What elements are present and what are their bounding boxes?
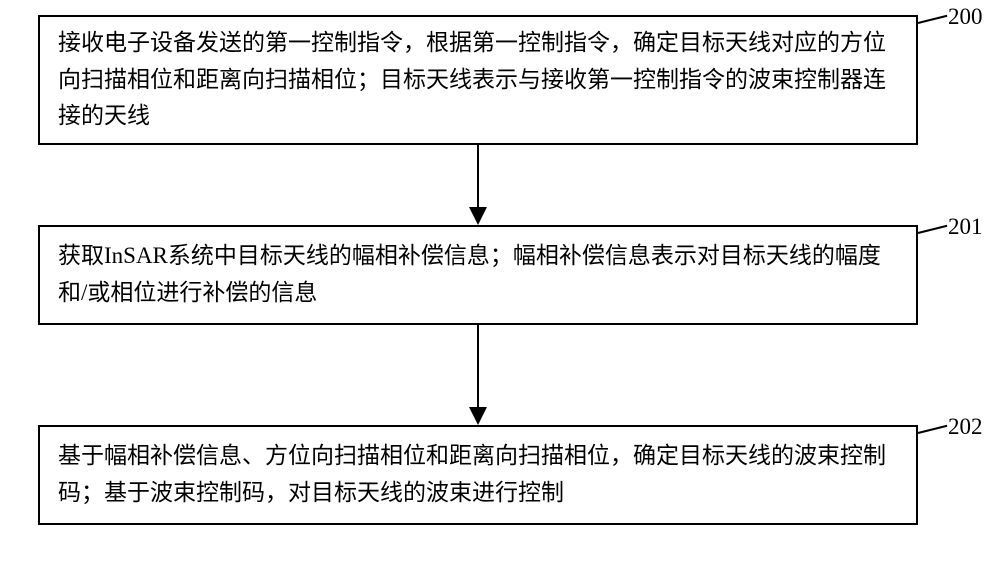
flow-arrow-2-line	[477, 325, 479, 407]
flow-step-202-text: 基于幅相补偿信息、方位向扫描相位和距离向扫描相位，确定目标天线的波束控制码；基于…	[58, 438, 898, 512]
flow-step-200: 接收电子设备发送的第一控制指令，根据第一控制指令，确定目标天线对应的方位向扫描相…	[38, 15, 918, 145]
flow-arrow-1-head	[469, 207, 487, 225]
flowchart-canvas: 接收电子设备发送的第一控制指令，根据第一控制指令，确定目标天线对应的方位向扫描相…	[0, 0, 1000, 579]
flow-arrow-2-head	[469, 407, 487, 425]
flow-step-201-lead	[918, 225, 948, 234]
flow-step-201-label: 201	[948, 214, 983, 240]
flow-step-201: 获取InSAR系统中目标天线的幅相补偿信息；幅相补偿信息表示对目标天线的幅度和/…	[38, 225, 918, 325]
flow-step-200-lead	[918, 15, 948, 24]
flow-step-200-label: 200	[948, 4, 983, 30]
flow-step-202-label: 202	[948, 414, 983, 440]
flow-step-200-text: 接收电子设备发送的第一控制指令，根据第一控制指令，确定目标天线对应的方位向扫描相…	[58, 25, 898, 135]
flow-arrow-1-line	[477, 145, 479, 207]
flow-step-202: 基于幅相补偿信息、方位向扫描相位和距离向扫描相位，确定目标天线的波束控制码；基于…	[38, 425, 918, 525]
flow-step-202-lead	[918, 425, 948, 434]
flow-step-201-text: 获取InSAR系统中目标天线的幅相补偿信息；幅相补偿信息表示对目标天线的幅度和/…	[58, 238, 898, 312]
